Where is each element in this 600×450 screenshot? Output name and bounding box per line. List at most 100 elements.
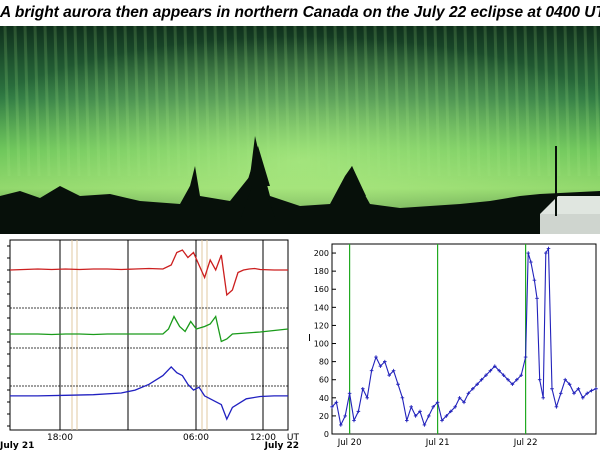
x-tick-label: 06:00 bbox=[183, 433, 209, 443]
data-point bbox=[396, 382, 400, 387]
data-point bbox=[352, 418, 356, 423]
aurora-photo bbox=[0, 26, 600, 234]
data-point bbox=[585, 391, 589, 396]
data-point bbox=[369, 368, 374, 373]
data-point bbox=[537, 377, 542, 382]
data-point bbox=[387, 373, 391, 377]
aurora-ray bbox=[273, 26, 281, 177]
aurora-ray bbox=[323, 26, 331, 177]
aurora-ray bbox=[543, 26, 551, 177]
data-point bbox=[356, 409, 361, 414]
aurora-ray bbox=[373, 26, 381, 177]
data-point bbox=[347, 391, 352, 396]
aurora-ray bbox=[93, 26, 101, 177]
aurora-ray bbox=[313, 26, 321, 177]
spruce-tree bbox=[240, 146, 276, 221]
magnetometer-trace-green bbox=[10, 314, 289, 343]
data-point bbox=[541, 396, 545, 400]
aurora-ray bbox=[443, 26, 451, 177]
aurora-ray bbox=[533, 26, 541, 177]
data-point bbox=[462, 400, 466, 405]
aurora-ray bbox=[133, 26, 141, 177]
aurora-ray bbox=[13, 26, 21, 177]
aurora-ray bbox=[353, 26, 361, 177]
aurora-ray bbox=[503, 26, 511, 177]
data-point bbox=[334, 400, 339, 405]
aurora-ray bbox=[53, 26, 61, 177]
aurora-ray bbox=[143, 26, 151, 177]
y-tick-label: 20 bbox=[319, 412, 329, 421]
magnetometer-trace-red bbox=[9, 249, 288, 297]
aurora-ray bbox=[203, 26, 211, 177]
aurora-ray bbox=[463, 26, 471, 177]
aurora-ray bbox=[433, 26, 441, 177]
data-point bbox=[559, 391, 563, 396]
magnetometer-trace-blue bbox=[10, 365, 288, 421]
data-point bbox=[383, 359, 387, 364]
data-point bbox=[330, 405, 334, 409]
data-point bbox=[413, 414, 418, 418]
aurora-ray bbox=[453, 26, 461, 177]
data-point bbox=[422, 423, 427, 427]
x-tick-label: July 21 bbox=[0, 441, 34, 450]
data-point bbox=[374, 355, 378, 359]
data-point bbox=[546, 246, 551, 251]
data-point bbox=[532, 278, 537, 282]
data-point bbox=[343, 414, 347, 418]
aurora-ray bbox=[163, 26, 171, 177]
data-point bbox=[409, 405, 413, 409]
magneto-plot-area bbox=[9, 239, 289, 431]
activity-index-chart: I 0 20 40 60 80 100 120 140 160 180 200 Jul 20 Jul … bbox=[308, 243, 598, 448]
aurora-ray bbox=[293, 26, 301, 177]
aurora-ray bbox=[113, 26, 121, 177]
aurora-ray bbox=[233, 26, 241, 177]
aurora-ray bbox=[33, 26, 41, 177]
data-point bbox=[378, 364, 383, 368]
data-point bbox=[405, 418, 409, 423]
aurora-ray bbox=[483, 26, 491, 177]
data-point bbox=[550, 386, 554, 391]
data-point bbox=[554, 405, 559, 409]
y-tick-label: 100 bbox=[314, 340, 329, 349]
x-tick-label: July 22 bbox=[264, 441, 299, 450]
data-point bbox=[544, 251, 548, 255]
data-point bbox=[457, 396, 462, 400]
aurora-ray bbox=[523, 26, 531, 177]
aurora-ray bbox=[363, 26, 371, 177]
aurora-ray bbox=[383, 26, 391, 177]
data-point bbox=[529, 260, 533, 264]
data-point bbox=[449, 409, 453, 414]
y-tick-label: 40 bbox=[319, 394, 329, 403]
y-axis-label: I bbox=[308, 333, 311, 344]
data-point bbox=[471, 386, 475, 391]
data-point bbox=[361, 386, 365, 391]
aurora-ray bbox=[593, 26, 600, 177]
data-point bbox=[391, 368, 396, 373]
aurora-ray bbox=[123, 26, 131, 177]
spruce-tree bbox=[180, 186, 200, 211]
aurora-ray bbox=[23, 26, 31, 177]
tree-line bbox=[0, 136, 600, 234]
data-point bbox=[497, 368, 501, 373]
y-tick-label: 80 bbox=[319, 358, 329, 367]
data-point bbox=[431, 405, 435, 409]
aurora-ray bbox=[393, 26, 401, 177]
data-point bbox=[515, 377, 519, 382]
y-tick-label: 160 bbox=[314, 285, 329, 294]
data-point bbox=[453, 405, 457, 409]
aurora-ray bbox=[103, 26, 111, 177]
data-point bbox=[484, 373, 488, 377]
y-tick-label: 200 bbox=[314, 249, 329, 258]
data-point bbox=[479, 377, 484, 382]
data-point bbox=[563, 377, 567, 382]
aurora-ray bbox=[583, 26, 591, 177]
aurora-ray bbox=[223, 26, 231, 177]
aurora-ray bbox=[303, 26, 311, 177]
data-point bbox=[400, 396, 405, 400]
x-tick-label: 12:00 bbox=[250, 433, 276, 443]
data-point bbox=[576, 386, 581, 391]
data-point bbox=[510, 382, 515, 387]
aurora-ray bbox=[413, 26, 421, 177]
data-point bbox=[567, 382, 572, 387]
